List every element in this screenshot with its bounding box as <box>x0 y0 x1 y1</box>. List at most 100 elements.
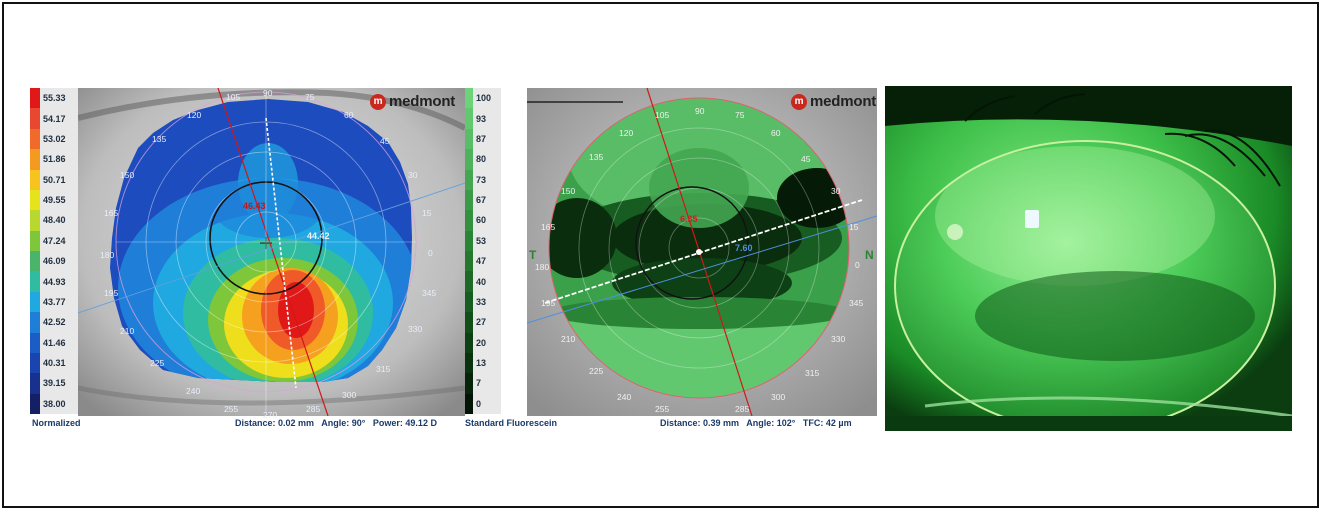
legend-swatch <box>465 149 473 170</box>
legend-swatch <box>465 291 473 313</box>
legend-label: 87 <box>473 128 501 150</box>
center-tfc-value: 6.35 <box>680 214 698 224</box>
legend-swatch <box>30 88 40 109</box>
angle-label: 30 <box>831 186 841 196</box>
angle-label: 75 <box>305 92 315 102</box>
angle-label: 210 <box>561 334 576 344</box>
legend-swatch <box>30 189 40 211</box>
angle-label: 165 <box>104 208 119 218</box>
topography-map <box>78 88 465 416</box>
side-marker-nasal: N <box>865 248 874 262</box>
legend-swatch <box>30 291 40 313</box>
side-tfc-value: 7.60 <box>735 243 753 253</box>
angle-label: 120 <box>187 110 202 120</box>
angle-label: 255 <box>655 404 670 414</box>
angle-label: 135 <box>589 152 604 162</box>
angle-label: 345 <box>849 298 864 308</box>
angle-label: 60 <box>771 128 781 138</box>
legend-label: 43.77 <box>40 291 78 313</box>
legend-label: 54.17 <box>40 108 78 129</box>
angle-label: 315 <box>376 364 391 374</box>
medmont-logo: m medmont <box>791 93 876 110</box>
angle-label: 105 <box>655 110 670 120</box>
angle-label: 195 <box>104 288 119 298</box>
legend-swatch <box>465 271 473 292</box>
legend-label: 67 <box>473 189 501 211</box>
legend-swatch <box>30 108 40 129</box>
legend-label: 41.46 <box>40 332 78 353</box>
legend-label: 27 <box>473 312 501 333</box>
legend-label: 51.86 <box>40 149 78 170</box>
measurement-readout: Distance: 0.39 mm Angle: 102° TFC: 42 µm <box>660 418 852 428</box>
angle-label: 285 <box>735 404 750 414</box>
legend-label: 7 <box>473 373 501 394</box>
legend-swatch <box>30 230 40 251</box>
legend-label: 38.00 <box>40 393 78 414</box>
center-power-value: 46.43 <box>243 201 266 211</box>
angle-label: 330 <box>408 324 423 334</box>
legend-swatch <box>465 230 473 251</box>
fluorescein-legend: 100 93 87 80 73 67 60 53 47 40 33 27 20 13 7 0 <box>465 88 501 414</box>
legend-label: 55.33 <box>40 88 78 109</box>
legend-label: 73 <box>473 169 501 190</box>
legend-swatch <box>465 88 473 109</box>
angle-label: 0 <box>428 248 433 258</box>
angle-label: 300 <box>771 392 786 402</box>
medmont-logo: m medmont <box>370 93 455 110</box>
measurement-readout: Distance: 0.02 mm Angle: 90° Power: 49.1… <box>235 418 437 428</box>
legend-label: 46.09 <box>40 251 78 272</box>
legend-swatch <box>30 271 40 292</box>
angle-label: 180 <box>535 262 550 272</box>
legend-label: 33 <box>473 291 501 313</box>
angle-label: 225 <box>150 358 165 368</box>
angle-label: 135 <box>152 134 167 144</box>
angle-label: 120 <box>619 128 634 138</box>
legend-label: 40.31 <box>40 352 78 374</box>
medmont-logo-icon: m <box>791 93 807 110</box>
fluorescein-eye-photo <box>885 86 1292 431</box>
legend-swatch <box>465 373 473 394</box>
angle-label: 300 <box>342 390 357 400</box>
topography-panel: 55.33 54.17 53.02 51.86 50.71 49.55 48.40 47.24… <box>30 88 465 430</box>
angle-value: 90° <box>351 418 366 428</box>
angle-label: 285 <box>306 404 321 414</box>
angle-label: 240 <box>186 386 201 396</box>
legend-swatch <box>465 108 473 129</box>
angle-label: 15 <box>849 222 859 232</box>
legend-swatch <box>30 149 40 170</box>
legend-label: 80 <box>473 149 501 170</box>
legend-swatch <box>30 210 40 231</box>
slit-lamp-photo <box>885 86 1292 431</box>
legend-label: 0 <box>473 393 501 414</box>
side-power-value: 44.42 <box>307 231 330 241</box>
legend-label: 13 <box>473 352 501 374</box>
angle-label: 210 <box>120 326 135 336</box>
angle-label: 30 <box>408 170 418 180</box>
legend-swatch <box>30 128 40 150</box>
angle-label: 90 <box>695 106 705 116</box>
angle-label: 195 <box>541 298 556 308</box>
side-marker-temporal: T <box>529 248 537 262</box>
medmont-logo-icon: m <box>370 93 386 110</box>
legend-label: 40 <box>473 271 501 292</box>
fluorescein-panel: 100 93 87 80 73 67 60 53 47 40 33 27 20 13 7 0 <box>465 88 877 430</box>
angle-label: 180 <box>100 250 115 260</box>
angle-label: 165 <box>541 222 556 232</box>
legend-label: 100 <box>473 88 501 109</box>
angle-label: 150 <box>561 186 576 196</box>
angle-label: 345 <box>422 288 437 298</box>
legend-label: 53.02 <box>40 128 78 150</box>
legend-swatch <box>30 251 40 272</box>
power-value: 49.12 D <box>405 418 437 428</box>
legend-label: 42.52 <box>40 312 78 333</box>
angle-label: 45 <box>801 154 811 164</box>
angle-label: 60 <box>344 110 354 120</box>
legend-label: 20 <box>473 332 501 353</box>
angle-label: 90 <box>263 88 273 98</box>
legend-swatch <box>465 393 473 414</box>
angle-label: 105 <box>226 92 241 102</box>
legend-label: 48.40 <box>40 210 78 231</box>
legend-swatch <box>465 352 473 374</box>
angle-label: 240 <box>617 392 632 402</box>
